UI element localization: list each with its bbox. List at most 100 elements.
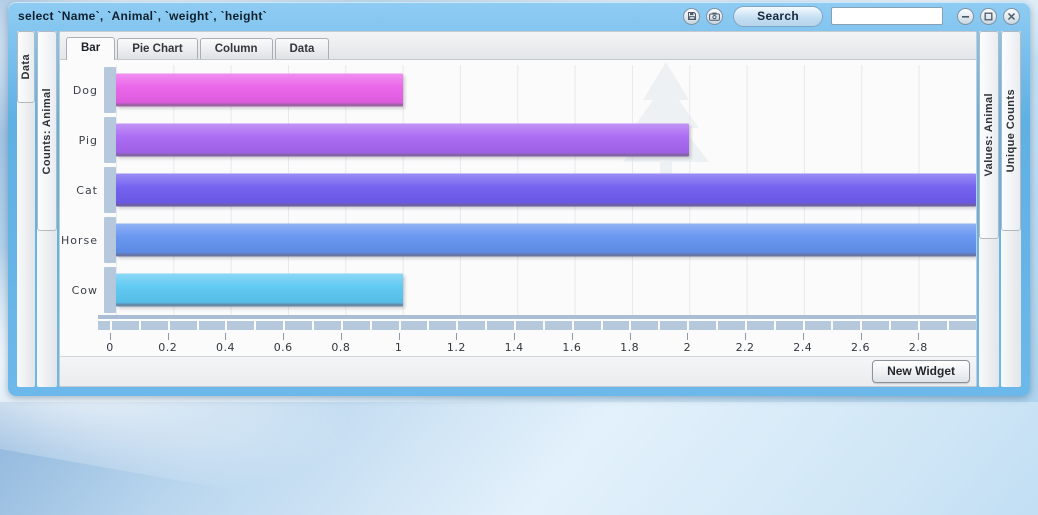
- x-axis-scrollbar-segment[interactable]: [314, 321, 341, 330]
- y-axis-scrollbar-segment[interactable]: [104, 267, 116, 313]
- x-axis-scrollbar-segment[interactable]: [198, 321, 226, 330]
- chart-panel: Bar Pie Chart Column Data Dog Pig Cat Horse Cow: [59, 31, 977, 387]
- axis-tick: [860, 333, 862, 340]
- x-axis-scrollbar-segment[interactable]: [891, 321, 919, 330]
- x-axis-scrollbar-segment[interactable]: [487, 321, 515, 330]
- x-axis-scrollbar[interactable]: [98, 321, 976, 330]
- tab-column[interactable]: Column: [199, 38, 273, 59]
- x-axis-scrollbar-segment[interactable]: [804, 321, 832, 330]
- title-bar[interactable]: select `Name`, `Animal`, `weight`, `heig…: [8, 2, 1030, 30]
- x-axis-scrollbar-segment[interactable]: [227, 321, 255, 330]
- axis-tick-label: 2.6: [851, 341, 871, 354]
- y-axis-scrollbar-segment[interactable]: [104, 117, 116, 163]
- x-axis-scrollbar-segment[interactable]: [833, 321, 861, 330]
- x-axis: 0 0.2 0.4 0.6 0.8 1 1.2 1.4 1.6 1.8 2 2.2 2.4 2.6 2.8: [60, 315, 976, 354]
- sidebar-tab-counts-animal-label: Counts: Animal: [41, 87, 53, 175]
- search-button[interactable]: Search: [733, 5, 823, 27]
- sidebar-tab-data[interactable]: Data: [17, 31, 35, 103]
- x-axis-scrollbar-segment[interactable]: [544, 321, 572, 330]
- panel-footer: New Widget: [60, 356, 976, 386]
- x-axis-scrollbar-segment[interactable]: [631, 321, 659, 330]
- x-axis-scrollbar-segment[interactable]: [112, 321, 139, 330]
- x-axis-scrollbar-segment[interactable]: [169, 321, 197, 330]
- sidebar-tab-values-animal[interactable]: Values: Animal: [979, 31, 999, 239]
- axis-tick-label: 2: [683, 341, 692, 354]
- x-axis-scrollbar-segment[interactable]: [516, 321, 543, 330]
- x-axis-scrollbar-segment[interactable]: [285, 321, 313, 330]
- bar-horse[interactable]: [116, 223, 976, 257]
- axis-tick-label: 0.8: [331, 341, 351, 354]
- new-widget-button[interactable]: New Widget: [872, 360, 970, 383]
- x-axis-scrollbar-segment[interactable]: [429, 321, 457, 330]
- x-axis-scrollbar-segment[interactable]: [862, 321, 890, 330]
- axis-tick: [687, 333, 689, 340]
- close-button[interactable]: [1003, 7, 1020, 25]
- category-label: Dog: [72, 83, 98, 97]
- x-axis-scrollbar-stub: [98, 321, 110, 330]
- right-rail-values: Values: Animal: [979, 31, 999, 387]
- category-label: Horse: [60, 233, 98, 247]
- x-axis-scrollbar-segment[interactable]: [718, 321, 745, 330]
- sidebar-tab-data-label: Data: [20, 54, 32, 80]
- x-axis-scrollbar-segment[interactable]: [371, 321, 399, 330]
- axis-tick-label: 1.4: [504, 341, 524, 354]
- right-rail-unique: Unique Counts: [1001, 31, 1021, 387]
- x-axis-scrollbar-segment[interactable]: [458, 321, 486, 330]
- plot-area-row: [116, 265, 976, 315]
- x-axis-scrollbar-segment[interactable]: [746, 321, 774, 330]
- axis-tick: [398, 333, 400, 340]
- plot-area-row: [116, 115, 976, 165]
- x-axis-scrollbar-segment[interactable]: [573, 321, 601, 330]
- maximize-icon: [984, 12, 993, 20]
- search-input[interactable]: [831, 7, 943, 25]
- axis-tick: [571, 333, 573, 340]
- x-axis-scrollbar-segment[interactable]: [775, 321, 803, 330]
- x-axis-scrollbar-segment[interactable]: [342, 321, 370, 330]
- chart-row: Cow: [60, 265, 976, 315]
- y-axis-scrollbar-segment[interactable]: [104, 217, 116, 263]
- bar-cat[interactable]: [116, 173, 976, 207]
- camera-button[interactable]: [706, 7, 724, 25]
- sidebar-tab-values-animal-label: Values: Animal: [983, 93, 995, 177]
- x-axis-scrollbar-segment[interactable]: [400, 321, 428, 330]
- tab-pie-chart[interactable]: Pie Chart: [117, 38, 198, 59]
- x-axis-scrollbar-segment[interactable]: [689, 321, 717, 330]
- bar-pig[interactable]: [116, 123, 690, 157]
- save-button[interactable]: [683, 7, 701, 25]
- axis-tick: [283, 333, 285, 340]
- x-axis-scrollbar-segment[interactable]: [602, 321, 630, 330]
- axis-tick-label: 0.6: [273, 341, 293, 354]
- y-axis-scrollbar-segment[interactable]: [104, 167, 116, 213]
- x-axis-scrollbar-segment[interactable]: [256, 321, 284, 330]
- axis-tick-label: 1: [394, 341, 403, 354]
- chart-row: Dog: [60, 65, 976, 115]
- window-title: select `Name`, `Animal`, `weight`, `heig…: [18, 9, 267, 23]
- axis-tick: [340, 333, 342, 340]
- chart-rows: Dog Pig Cat Horse Cow: [60, 60, 976, 315]
- x-axis-scrollbar-segment[interactable]: [660, 321, 688, 330]
- x-axis-scrollbar-segment[interactable]: [140, 321, 168, 330]
- plot-area-row: [116, 215, 976, 265]
- tab-data[interactable]: Data: [274, 38, 330, 59]
- axis-tick: [167, 333, 169, 340]
- x-axis-scrollbar-segment[interactable]: [948, 321, 976, 330]
- chart-row: Horse: [60, 215, 976, 265]
- plot-area-row: [116, 165, 976, 215]
- maximize-button[interactable]: [980, 7, 997, 25]
- sidebar-tab-counts-animal[interactable]: Counts: Animal: [37, 31, 57, 231]
- axis-tick-label: 2.4: [793, 341, 813, 354]
- bar-cow[interactable]: [116, 273, 403, 307]
- y-axis-scrollbar-segment[interactable]: [104, 67, 116, 113]
- tab-bar[interactable]: Bar: [66, 37, 116, 60]
- axis-tick-label: 1.8: [620, 341, 640, 354]
- axis-tick: [225, 333, 227, 340]
- chart-row: Cat: [60, 165, 976, 215]
- left-rail-counts: Counts: Animal: [37, 31, 57, 387]
- minimize-button[interactable]: [957, 7, 974, 25]
- axis-tick: [745, 333, 747, 340]
- tab-bar: Bar Pie Chart Column Data: [60, 32, 976, 60]
- left-rail-data: Data: [17, 31, 35, 387]
- bar-dog[interactable]: [116, 73, 403, 107]
- x-axis-scrollbar-segment[interactable]: [920, 321, 947, 330]
- sidebar-tab-unique-counts[interactable]: Unique Counts: [1001, 31, 1021, 231]
